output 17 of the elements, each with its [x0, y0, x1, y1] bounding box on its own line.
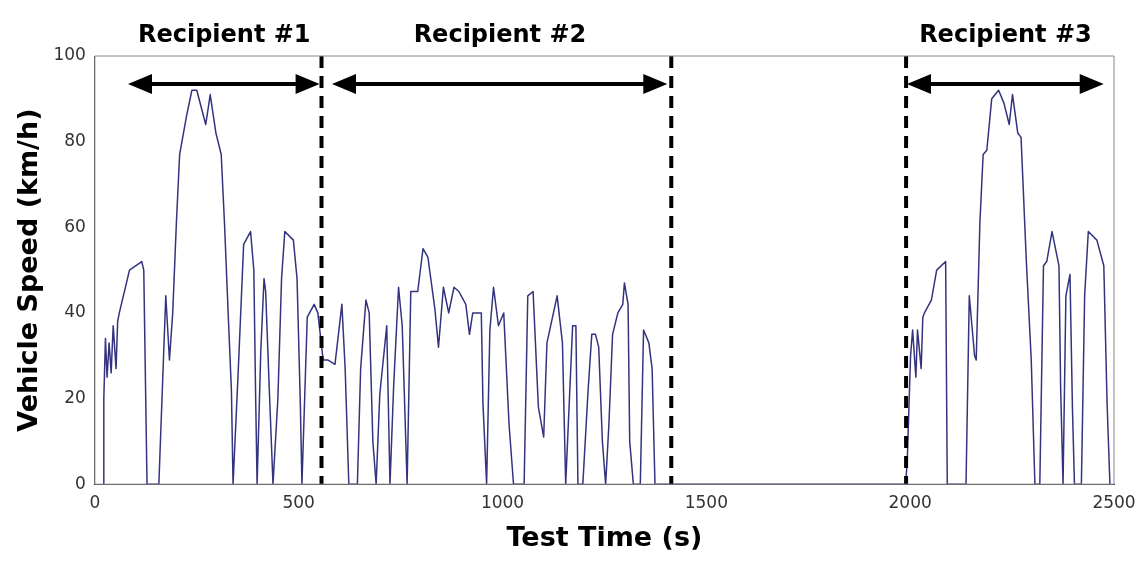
y-tick-label: 60 — [64, 215, 86, 236]
y-tick-label: 80 — [64, 130, 86, 151]
x-tick-label: 0 — [89, 491, 101, 512]
y-tick-label: 100 — [53, 44, 86, 65]
y-tick-label: 0 — [75, 472, 86, 493]
text: Recipient #3 — [919, 20, 1092, 48]
y-tick-label: 40 — [64, 301, 86, 322]
x-tick-label: 1500 — [684, 491, 728, 512]
y-tick-label: 20 — [64, 386, 86, 407]
x-tick-label: 2000 — [888, 491, 932, 512]
text: Recipient #2 — [413, 20, 587, 48]
x-tick-label: 2500 — [1092, 491, 1136, 512]
y-axis-title: Vehicle Speed (km/h) — [12, 108, 44, 432]
x-tick-label: 1000 — [480, 491, 525, 512]
x-tick-label: 500 — [282, 491, 315, 512]
x-axis-title: Test Time (s) — [506, 520, 703, 552]
text: Recipient #1 — [137, 20, 311, 48]
